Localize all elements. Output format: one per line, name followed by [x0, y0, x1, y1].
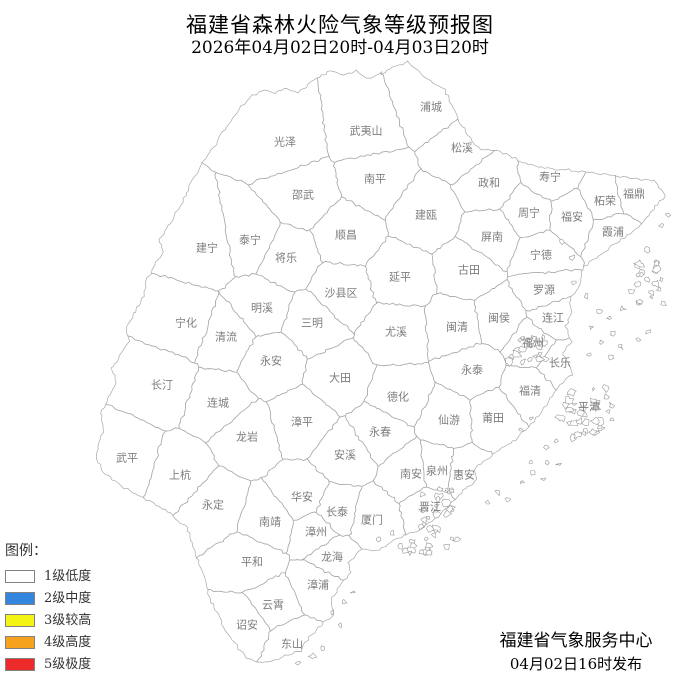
county-label: 古田: [458, 263, 480, 277]
county-label: 南安: [400, 467, 422, 481]
county-label: 屏南: [481, 230, 503, 244]
legend-label: 1级低度: [44, 568, 92, 584]
legend-label: 2级中度: [44, 590, 92, 606]
county-label: 福州: [522, 336, 544, 350]
county-label: 泰宁: [239, 233, 261, 247]
legend-label: 5级极度: [44, 656, 92, 672]
legend-row: 1级低度: [5, 569, 91, 583]
county-label: 平潭: [578, 400, 600, 414]
county-label: 福鼎: [623, 187, 645, 201]
county-label: 漳浦: [307, 578, 329, 592]
county-label: 漳州: [305, 525, 327, 539]
county-label: 漳平: [291, 415, 313, 429]
legend-label: 3级较高: [44, 612, 92, 628]
county-label: 宁化: [175, 316, 197, 330]
county-label: 南靖: [259, 515, 281, 529]
legend-swatch: [5, 591, 35, 605]
county-label: 福清: [519, 384, 541, 398]
county-label: 永定: [202, 498, 224, 512]
legend-label: 4级高度: [44, 634, 92, 650]
forecast-period: 2026年04月02日20时-04月03日20时: [191, 38, 489, 58]
county-label: 永安: [260, 354, 282, 368]
publisher-name: 福建省气象服务中心: [499, 631, 653, 651]
county-label: 闽侯: [488, 311, 510, 325]
county-label: 云霄: [262, 598, 284, 612]
county-label: 明溪: [251, 301, 273, 315]
county-label: 东山: [281, 637, 303, 651]
county-label: 福安: [561, 210, 583, 224]
county-label: 将乐: [275, 251, 297, 265]
county-label: 仙游: [438, 413, 460, 427]
legend-swatch: [5, 613, 35, 627]
county-label: 连江: [542, 311, 564, 325]
county-label: 建瓯: [415, 208, 437, 222]
county-label: 莆田: [482, 411, 504, 425]
legend-row: 4级高度: [5, 635, 91, 649]
county-label: 诏安: [236, 618, 258, 632]
county-label: 罗源: [533, 283, 555, 297]
county-label: 柘荣: [594, 194, 616, 208]
legend-row: 3级较高: [5, 613, 91, 627]
county-label: 龙海: [321, 550, 343, 564]
county-label: 长汀: [151, 378, 173, 392]
county-label: 浦城: [420, 100, 442, 114]
county-label: 武平: [116, 451, 138, 465]
county-label: 永春: [369, 425, 391, 439]
county-label: 安溪: [334, 448, 356, 462]
county-label: 晋江: [419, 500, 441, 514]
county-label: 宁德: [530, 248, 552, 262]
county-label: 大田: [329, 371, 351, 385]
county-label: 长泰: [326, 505, 348, 519]
county-label: 厦门: [361, 513, 383, 527]
county-label: 三明: [301, 316, 323, 330]
county-label: 周宁: [518, 206, 540, 220]
legend-title: 图例：: [5, 543, 47, 559]
county-label: 平和: [241, 555, 263, 569]
county-label: 上杭: [169, 468, 191, 482]
legend-swatch: [5, 635, 35, 649]
county-label: 松溪: [451, 141, 473, 155]
county-label: 龙岩: [236, 430, 258, 444]
county-label: 顺昌: [335, 228, 357, 242]
coastal-islands: [294, 212, 672, 666]
county-label: 建宁: [196, 241, 218, 255]
county-label: 南平: [364, 172, 386, 186]
county-label: 光泽: [274, 135, 296, 149]
issue-time: 04月02日16时发布: [509, 655, 643, 673]
county-label: 惠安: [453, 468, 475, 482]
county-label: 沙县区: [324, 286, 358, 300]
county-label: 武夷山: [349, 124, 383, 138]
legend-row: 5级极度: [5, 657, 91, 671]
county-label: 寿宁: [539, 170, 561, 184]
county-label: 闽清: [446, 320, 468, 334]
publisher-block: 福建省气象服务中心 04月02日16时发布: [482, 626, 670, 674]
legend: 图例： 1级低度 2级中度 3级较高 4级高度 5级极度: [5, 540, 91, 679]
county-label: 泉州: [426, 464, 448, 478]
county-label: 连城: [207, 396, 229, 410]
page-title: 福建省森林火险气象等级预报图: [186, 13, 494, 37]
county-label: 延平: [389, 270, 411, 284]
county-label: 霞浦: [602, 225, 624, 239]
county-label: 政和: [478, 176, 500, 190]
county-label: 清流: [215, 330, 237, 344]
legend-swatch: [5, 657, 35, 671]
county-label: 永泰: [461, 363, 483, 377]
county-label: 华安: [291, 490, 313, 504]
county-label: 长乐: [549, 356, 571, 370]
county-label: 德化: [387, 390, 409, 404]
legend-swatch: [5, 569, 35, 583]
county-boundaries: [95, 60, 666, 663]
county-label: 尤溪: [385, 325, 407, 339]
county-label: 邵武: [292, 188, 314, 202]
legend-row: 2级中度: [5, 591, 91, 605]
